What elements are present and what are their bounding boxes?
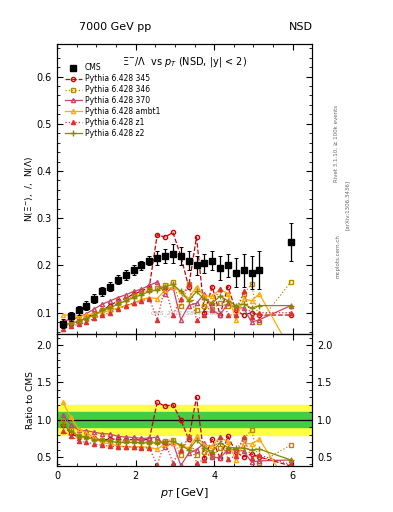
Y-axis label: Ratio to CMS: Ratio to CMS bbox=[26, 371, 35, 429]
Text: mcplots.cern.ch: mcplots.cern.ch bbox=[336, 234, 340, 278]
Legend: CMS, Pythia 6.428 345, Pythia 6.428 346, Pythia 6.428 370, Pythia 6.428 ambt1, P: CMS, Pythia 6.428 345, Pythia 6.428 346,… bbox=[63, 62, 162, 139]
Text: Rivet 3.1.10, ≥ 100k events: Rivet 3.1.10, ≥ 100k events bbox=[334, 105, 338, 182]
Text: [arXiv:1306.3436]: [arXiv:1306.3436] bbox=[345, 180, 350, 230]
Bar bbox=[57, 412, 312, 427]
Y-axis label: N($\Xi^{-}$),  /,  N($\Lambda$): N($\Xi^{-}$), /, N($\Lambda$) bbox=[23, 156, 35, 222]
Text: NSD: NSD bbox=[288, 22, 312, 32]
Text: 7000 GeV pp: 7000 GeV pp bbox=[79, 22, 151, 32]
Bar bbox=[57, 405, 312, 435]
X-axis label: $p_{T}$ [GeV]: $p_{T}$ [GeV] bbox=[160, 486, 209, 500]
Text: $\Xi^{-}/\Lambda$  vs $p_{T}$ (NSD, |y| < 2): $\Xi^{-}/\Lambda$ vs $p_{T}$ (NSD, |y| <… bbox=[122, 55, 247, 69]
Text: CMS_2011_S8978280: CMS_2011_S8978280 bbox=[151, 311, 219, 316]
